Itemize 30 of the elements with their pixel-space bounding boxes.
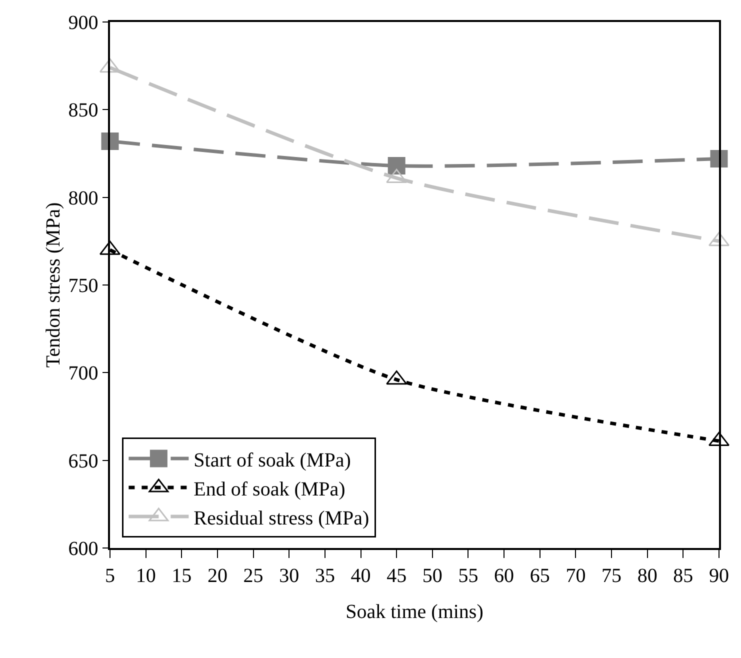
x-tick-label: 85 <box>673 564 694 587</box>
y-tick-label: 600 <box>68 538 98 560</box>
y-tick-label: 900 <box>68 12 98 34</box>
x-tick-label: 45 <box>386 564 407 587</box>
x-tick-label: 40 <box>350 564 371 587</box>
x-tick-label: 55 <box>458 564 478 587</box>
x-tick-label: 50 <box>422 564 442 587</box>
x-tick-label: 60 <box>494 564 514 587</box>
x-tick-label: 90 <box>709 564 729 587</box>
legend-label: Residual stress (MPa) <box>194 507 370 530</box>
legend-label: Start of soak (MPa) <box>194 449 351 472</box>
y-tick-label: 800 <box>68 187 98 210</box>
x-tick-label: 65 <box>530 564 550 587</box>
y-tick-label: 750 <box>68 275 98 297</box>
x-axis-title: Soak time (mins) <box>346 600 484 623</box>
y-axis-title: Tendon stress (MPa) <box>42 202 64 368</box>
x-tick-label: 75 <box>602 564 622 587</box>
x-tick-label: 30 <box>279 564 300 587</box>
x-tick-label: 10 <box>136 564 156 587</box>
x-tick-label: 25 <box>243 564 264 587</box>
y-tick-label: 650 <box>68 450 98 472</box>
x-tick-label: 70 <box>566 564 586 587</box>
y-tick-label: 700 <box>68 362 98 385</box>
x-tick-label: 20 <box>207 564 228 587</box>
x-tick-label: 5 <box>105 564 115 587</box>
x-tick-label: 35 <box>314 564 335 587</box>
x-tick-label: 80 <box>637 564 658 587</box>
x-tick-label: 15 <box>172 564 192 587</box>
y-tick-label: 850 <box>68 100 98 122</box>
legend-label: End of soak (MPa) <box>194 478 346 500</box>
